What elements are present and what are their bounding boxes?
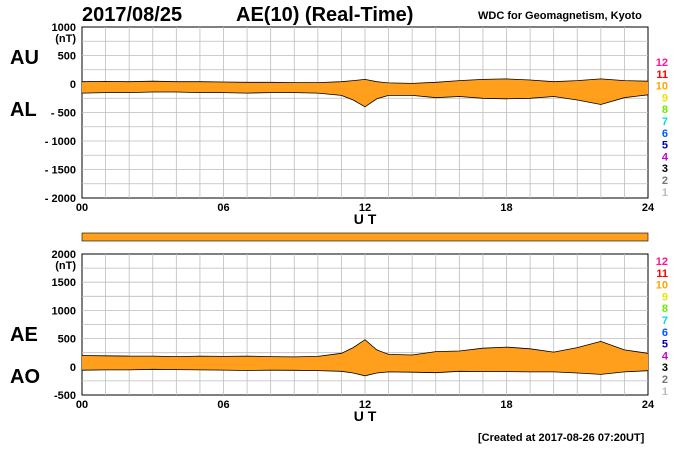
station-number-label: 7 <box>662 116 668 128</box>
series-label-al: AL <box>10 99 37 121</box>
station-number-label: 11 <box>656 69 668 81</box>
y-unit-label: (nT) <box>55 260 76 272</box>
y-tick-label: 0 <box>70 79 76 91</box>
x-axis-label: U T <box>354 408 377 424</box>
station-number-label: 12 <box>656 57 668 69</box>
station-number-label: 3 <box>662 163 668 175</box>
station-number-label: 1 <box>662 386 668 398</box>
series-line-au <box>81 78 649 84</box>
y-tick-label: 1000 <box>52 22 76 34</box>
created-timestamp: [Created at 2017-08-26 07:20UT] <box>478 432 645 444</box>
station-number-label: 1 <box>662 187 668 199</box>
y-tick-label: 500 <box>58 51 76 63</box>
station-number-label: 3 <box>662 362 668 374</box>
x-tick-label: 12 <box>359 399 371 411</box>
index-fill-area <box>82 78 648 107</box>
index-fill-area <box>82 339 648 376</box>
chart-title: AE(10) (Real-Time) <box>236 4 414 26</box>
station-number-label: 4 <box>662 350 669 362</box>
y-tick-label: 1000 <box>52 305 76 317</box>
station-number-label: 6 <box>662 327 668 339</box>
station-number-label: 8 <box>662 303 668 315</box>
station-number-label: 12 <box>656 256 668 268</box>
y-tick-label: 500 <box>58 334 76 346</box>
station-number-label: 7 <box>662 315 668 327</box>
x-tick-label: 06 <box>217 202 229 214</box>
station-number-label: 5 <box>662 140 668 152</box>
station-number-label: 8 <box>662 104 668 116</box>
x-axis-label: U T <box>354 211 377 227</box>
x-tick-label: 12 <box>359 202 371 214</box>
station-number-label: 4 <box>662 151 669 163</box>
series-label-au: AU <box>10 47 39 69</box>
x-tick-label: 18 <box>500 399 512 411</box>
series-line-al <box>81 91 649 108</box>
station-number-label: 10 <box>656 280 668 292</box>
chart-date: 2017/08/25 <box>82 4 183 26</box>
y-tick-label: - 1500 <box>45 165 76 177</box>
x-tick-label: 00 <box>76 202 88 214</box>
x-tick-label: 06 <box>217 399 229 411</box>
station-number-label: 5 <box>662 339 668 351</box>
station-number-label: 9 <box>662 291 668 303</box>
y-tick-label: -500 <box>54 390 76 402</box>
station-number-label: 10 <box>656 81 668 93</box>
y-unit-label: (nT) <box>55 33 76 45</box>
x-tick-label: 00 <box>76 399 88 411</box>
y-tick-label: 2000 <box>52 249 76 261</box>
x-tick-label: 24 <box>642 399 655 411</box>
series-label-ao: AO <box>10 366 40 388</box>
station-number-label: 2 <box>662 374 668 386</box>
x-tick-label: 18 <box>500 202 512 214</box>
data-source-label: WDC for Geomagnetism, Kyoto <box>478 10 642 22</box>
y-tick-label: 1500 <box>52 277 76 289</box>
station-number-label: 11 <box>656 268 668 280</box>
y-tick-label: 0 <box>70 362 76 374</box>
y-tick-label: - 2000 <box>45 193 76 205</box>
series-label-ae: AE <box>10 324 38 346</box>
series-line-ae <box>81 339 649 358</box>
series-line-ao <box>81 368 649 377</box>
x-tick-label: 24 <box>642 202 655 214</box>
y-tick-label: - 500 <box>51 108 76 120</box>
station-number-label: 9 <box>662 92 668 104</box>
station-coverage-bar <box>81 232 649 242</box>
station-number-label: 2 <box>662 175 668 187</box>
station-number-label: 6 <box>662 128 668 140</box>
y-tick-label: - 1000 <box>45 136 76 148</box>
